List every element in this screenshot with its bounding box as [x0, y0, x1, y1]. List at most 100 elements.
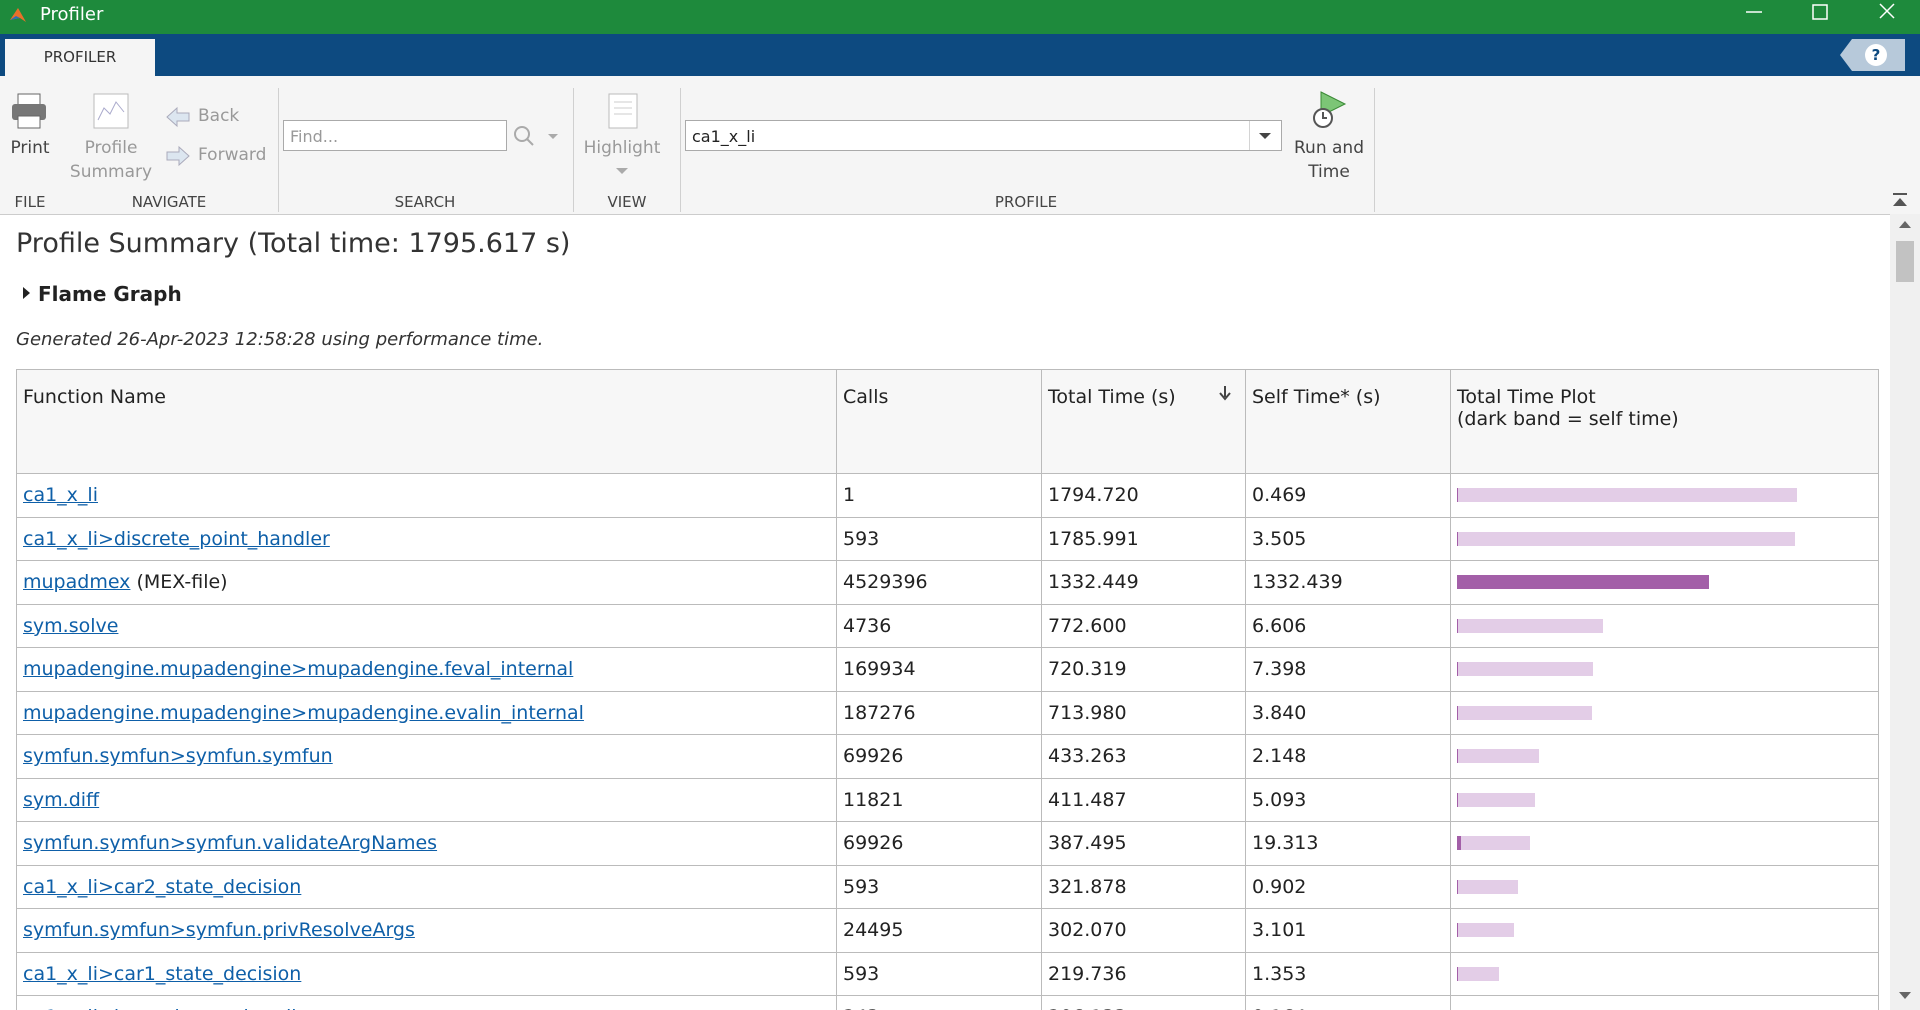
plot-cell [1450, 690, 1879, 735]
forward-button[interactable]: Forward [198, 145, 267, 165]
function-link[interactable]: mupadengine.mupadengine>mupadengine.feva… [23, 658, 574, 681]
plot-cell [1450, 908, 1879, 953]
table-row: symfun.symfun>symfun.symfun 69926 433.263 2… [16, 734, 1879, 779]
total-time-cell: 720.319 [1041, 647, 1246, 692]
column-header[interactable]: Total Time (s) [1041, 369, 1246, 474]
self-time-band [1457, 923, 1458, 938]
function-link[interactable]: mupadmex [23, 571, 131, 594]
total-time-bar [1457, 749, 1540, 764]
highlight-button[interactable]: Highlight [583, 138, 661, 158]
column-header[interactable]: Self Time* (s) [1245, 369, 1451, 474]
self-time-band [1457, 705, 1458, 720]
function-link[interactable]: ca1_x_li>car2_state_decision [23, 875, 302, 898]
collapse-toolstrip[interactable] [1890, 192, 1910, 210]
table-row: ca1_x_li>car1_state_decision 593 219.736 1.… [16, 951, 1879, 996]
table-row: ca1_x_li>lane_change_handler 243206.1330.… [16, 995, 1879, 1010]
self-time-band [1457, 792, 1458, 807]
total-time-cell: 1785.991 [1041, 516, 1246, 561]
function-link[interactable]: ca1_x_li>lane_change_handler [23, 1006, 316, 1010]
total-time-cell: 321.878 [1041, 864, 1246, 909]
highlight-icon [608, 93, 638, 129]
scroll-up[interactable] [1899, 220, 1911, 228]
total-time-cell: 772.600 [1041, 603, 1246, 648]
app-icon [10, 8, 26, 22]
plot-cell [1450, 603, 1879, 648]
calls-cell: 69926 [836, 821, 1042, 866]
flame-graph-toggle[interactable]: Flame Graph [38, 282, 182, 306]
function-link[interactable]: sym.solve [23, 614, 119, 637]
plot-cell [1450, 821, 1879, 866]
column-header-text: Total Time Plot [1457, 386, 1596, 408]
find-input[interactable]: Find... [283, 120, 507, 151]
help-button[interactable]: ? [1840, 39, 1905, 71]
function-link[interactable]: ca1_x_li>car1_state_decision [23, 962, 302, 985]
self-time-band [1457, 662, 1459, 677]
total-time-bar [1457, 488, 1797, 503]
table-row: symfun.symfun>symfun.validateArgNames 699… [16, 821, 1879, 866]
total-time-cell: 411.487 [1041, 777, 1246, 822]
search-icon[interactable] [512, 124, 562, 148]
print-button[interactable]: Print [10, 138, 50, 158]
window-controls[interactable] [1730, 0, 1920, 34]
total-time-cell: 713.980 [1041, 690, 1246, 735]
back-button[interactable]: Back [198, 106, 240, 126]
plot-cell [1450, 647, 1879, 692]
self-time-cell: 0.902 [1245, 864, 1451, 909]
run-and-time-button[interactable]: Run and Time [1294, 138, 1364, 182]
profile-summary-button[interactable]: Profile Summary [69, 138, 153, 182]
function-cell: symfun.symfun>symfun.symfun [16, 734, 837, 779]
scroll-down[interactable] [1899, 992, 1911, 1000]
section-label: SEARCH [394, 193, 456, 211]
self-time-cell: 3.505 [1245, 516, 1451, 561]
function-link[interactable]: sym.diff [23, 788, 100, 811]
calls-cell: 187276 [836, 690, 1042, 735]
column-header[interactable]: Function Name [16, 369, 837, 474]
tab[interactable]: PROFILER [5, 39, 155, 76]
self-time-cell: 3.101 [1245, 908, 1451, 953]
total-time-cell: 387.495 [1041, 821, 1246, 866]
function-link[interactable]: symfun.symfun>symfun.validateArgNames [23, 832, 438, 855]
column-header[interactable]: Calls [836, 369, 1042, 474]
profile-dropdown[interactable] [1249, 120, 1282, 151]
self-time-cell: 2.148 [1245, 734, 1451, 779]
column-header[interactable]: Total Time Plot (dark band = self time) [1450, 369, 1879, 474]
column-header-text: Total Time (s) [1048, 386, 1176, 408]
plot-cell [1450, 951, 1879, 996]
total-time-cell: 433.263 [1041, 734, 1246, 779]
function-note: (MEX-file) [136, 571, 228, 594]
self-time-band [1457, 575, 1710, 590]
tab-bar: PROFILER ? [0, 34, 1920, 76]
calls-cell: 169934 [836, 647, 1042, 692]
total-time-bar [1457, 662, 1594, 677]
table-row: mupadengine.mupadengine>mupadengine.feva… [16, 647, 1879, 692]
total-time-bar [1457, 531, 1796, 546]
table-row: sym.solve 4736 772.600 6.606 [16, 603, 1879, 648]
expand-arrow[interactable] [22, 287, 32, 299]
calls-cell: 243 [836, 995, 1042, 1010]
self-time-cell: 1332.439 [1245, 560, 1451, 605]
scroll-thumb[interactable] [1896, 241, 1914, 282]
back-icon [166, 106, 190, 128]
total-time-bar [1457, 618, 1604, 633]
function-link[interactable]: symfun.symfun>symfun.privResolveArgs [23, 919, 415, 942]
function-link[interactable]: ca1_x_li>discrete_point_handler [23, 527, 330, 550]
total-time-bar [1457, 705, 1593, 720]
self-time-cell: 0.164 [1245, 995, 1451, 1010]
scrollbar[interactable] [1890, 214, 1920, 1010]
function-cell: symfun.symfun>symfun.validateArgNames [16, 821, 837, 866]
section-label: VIEW [607, 193, 647, 211]
calls-cell: 69926 [836, 734, 1042, 779]
total-time-cell: 302.070 [1041, 908, 1246, 953]
function-link[interactable]: ca1_x_li [23, 484, 98, 507]
calls-cell: 11821 [836, 777, 1042, 822]
function-link[interactable]: symfun.symfun>symfun.symfun [23, 745, 333, 768]
column-header-subtext: (dark band = self time) [1457, 408, 1679, 430]
function-cell: ca1_x_li>car2_state_decision [16, 864, 837, 909]
window-title: Profiler [40, 4, 104, 25]
calls-cell: 4736 [836, 603, 1042, 648]
function-link[interactable]: mupadengine.mupadengine>mupadengine.eval… [23, 701, 584, 724]
title-bar: Profiler [0, 0, 1920, 34]
profile-input[interactable]: ca1_x_li [685, 120, 1282, 151]
plot-cell [1450, 777, 1879, 822]
